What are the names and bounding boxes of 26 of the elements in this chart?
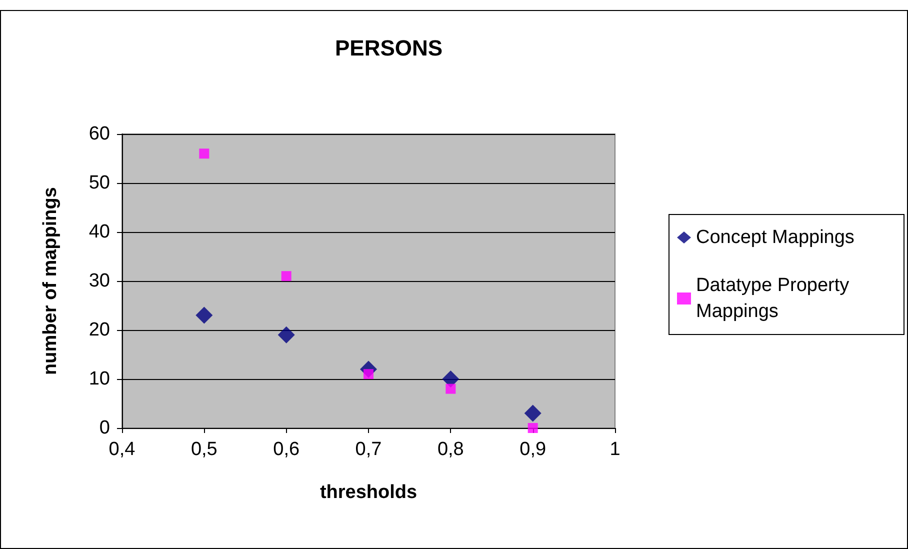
y-tick-label: 20 <box>88 320 110 340</box>
y-tick-label: 30 <box>88 270 110 292</box>
y-tick-label: 60 <box>88 124 110 144</box>
x-tick-label: 0,6 <box>273 439 300 460</box>
x-tick-label: 0,9 <box>520 439 546 460</box>
y-tick-label: 40 <box>88 222 110 242</box>
point <box>281 271 292 282</box>
point <box>278 326 295 344</box>
x-tick-label: 0,8 <box>437 439 464 460</box>
y-tick-label: 50 <box>88 172 110 194</box>
x-tick-label: 0,5 <box>190 439 218 460</box>
legend-label: Concept Mappings <box>696 227 854 248</box>
y-tick-label: 10 <box>88 368 110 390</box>
point <box>196 306 213 324</box>
x-tick-label: 0,4 <box>108 439 136 460</box>
point <box>446 384 456 394</box>
chart-title: PERSONS <box>335 36 443 60</box>
point <box>528 423 538 433</box>
legend-label: Datatype Property Mappings <box>696 275 854 322</box>
point <box>199 148 210 159</box>
y-tick-label: 0 <box>99 418 110 438</box>
point <box>524 404 542 422</box>
y-axis-title: number of mappings <box>40 187 61 375</box>
x-axis-title: thresholds <box>320 482 418 503</box>
x-tick-label: 0,7 <box>355 439 382 460</box>
x-tick-label: 1 <box>610 439 620 460</box>
